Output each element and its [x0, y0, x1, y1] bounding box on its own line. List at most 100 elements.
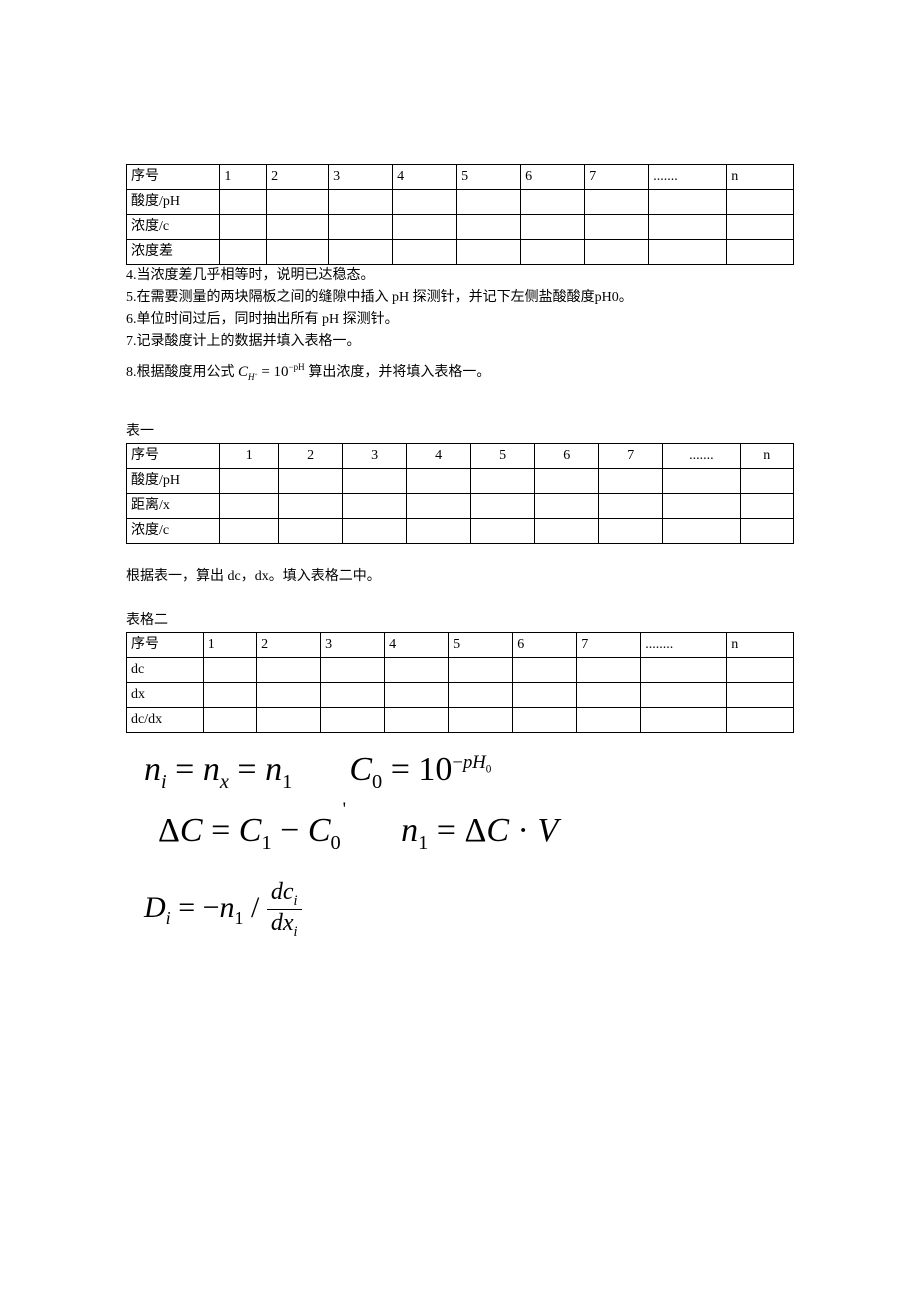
table-cell: 1 — [220, 165, 267, 190]
table-cell — [471, 519, 535, 544]
table-row: 酸度/pH — [127, 190, 794, 215]
table-cell — [203, 683, 256, 708]
table-cell: 酸度/pH — [127, 469, 220, 494]
table-cell — [663, 494, 740, 519]
table-cell — [521, 215, 585, 240]
table-cell: ....... — [649, 165, 727, 190]
step-7: 7.记录酸度计上的数据并填入表格一。 — [126, 331, 794, 353]
table-row: 序号1234567.......n — [127, 165, 794, 190]
table-cell — [521, 240, 585, 265]
table-cell: 1 — [203, 633, 256, 658]
table-cell — [599, 469, 663, 494]
table-cell: 5 — [471, 444, 535, 469]
step-4: 4.当浓度差几乎相等时，说明已达稳态。 — [126, 265, 794, 287]
table-cell — [577, 658, 641, 683]
table-row: dc/dx — [127, 708, 794, 733]
table-two: 序号1234567........ndcdxdc/dx — [126, 632, 794, 733]
table-cell — [457, 240, 521, 265]
table-cell — [220, 494, 279, 519]
table-cell: 4 — [393, 165, 457, 190]
table-cell — [727, 240, 794, 265]
table-cell: 距离/x — [127, 494, 220, 519]
table-cell — [585, 240, 649, 265]
table-cell: dc — [127, 658, 204, 683]
table-cell: 3 — [343, 444, 407, 469]
table-cell — [513, 683, 577, 708]
table-cell: ....... — [663, 444, 740, 469]
table-cell — [740, 519, 793, 544]
table-cell — [220, 215, 267, 240]
table-row: 浓度/c — [127, 519, 794, 544]
table-cell: 浓度差 — [127, 240, 220, 265]
table-cell: 7 — [585, 165, 649, 190]
table-cell — [599, 519, 663, 544]
table-cell — [279, 469, 343, 494]
table-cell — [407, 494, 471, 519]
equation-line-1: ni = nx = n1 C0 = 10−pH0 — [144, 751, 794, 794]
table-cell — [343, 494, 407, 519]
table-cell — [220, 190, 267, 215]
table-cell: 3 — [329, 165, 393, 190]
table-cell: 序号 — [127, 633, 204, 658]
table-cell — [449, 683, 513, 708]
table-cell — [535, 494, 599, 519]
equations-block: ni = nx = n1 C0 = 10−pH0 ΔC = C1 − C0' n… — [144, 751, 794, 941]
table-cell — [321, 658, 385, 683]
table-cell — [257, 683, 321, 708]
table-cell — [577, 683, 641, 708]
table-cell — [649, 240, 727, 265]
table-cell — [457, 215, 521, 240]
table-cell: 6 — [535, 444, 599, 469]
table-cell — [407, 519, 471, 544]
table-cell — [513, 658, 577, 683]
table-cell — [393, 190, 457, 215]
table-cell — [267, 190, 329, 215]
table-cell — [343, 519, 407, 544]
caption-table1: 表一 — [126, 421, 794, 443]
table-one: 序号1234567.......n酸度/pH距离/x浓度/c — [126, 443, 794, 544]
table-cell — [577, 708, 641, 733]
table-pre: 序号1234567.......n酸度/pH浓度/c浓度差 — [126, 164, 794, 265]
table-cell — [385, 708, 449, 733]
table-cell: n — [740, 444, 793, 469]
table-cell — [329, 190, 393, 215]
equation-line-3: Di = −n1 / dci dxi — [144, 879, 794, 941]
table-cell — [535, 519, 599, 544]
table-row: dc — [127, 658, 794, 683]
table-cell — [393, 240, 457, 265]
table-cell — [663, 469, 740, 494]
table-cell — [641, 708, 727, 733]
table-cell — [203, 658, 256, 683]
table-cell: 序号 — [127, 444, 220, 469]
table-cell — [471, 494, 535, 519]
table-cell: 序号 — [127, 165, 220, 190]
table-cell — [321, 683, 385, 708]
table-cell: 3 — [321, 633, 385, 658]
table-row: 浓度差 — [127, 240, 794, 265]
table-cell — [449, 708, 513, 733]
table-cell — [220, 519, 279, 544]
table-cell — [407, 469, 471, 494]
table-cell: 6 — [513, 633, 577, 658]
table-cell — [267, 240, 329, 265]
table-cell — [329, 240, 393, 265]
table-row: 距离/x — [127, 494, 794, 519]
text-after-table1: 根据表一，算出 dc，dx。填入表格二中。 — [126, 566, 794, 588]
table-cell: 浓度/c — [127, 215, 220, 240]
table-cell — [663, 519, 740, 544]
table-cell — [471, 469, 535, 494]
table-cell — [535, 469, 599, 494]
table-cell — [727, 708, 794, 733]
table-row: 酸度/pH — [127, 469, 794, 494]
table-cell — [727, 658, 794, 683]
table-cell: n — [727, 165, 794, 190]
table-cell — [457, 190, 521, 215]
table-cell: 浓度/c — [127, 519, 220, 544]
table-cell — [279, 519, 343, 544]
table-cell: n — [727, 633, 794, 658]
table-cell: ........ — [641, 633, 727, 658]
table-cell — [257, 658, 321, 683]
step-8: 8.根据酸度用公式 CH+ = 10−pH 算出浓度，并将填入表格一。 — [126, 353, 794, 391]
table-cell: 5 — [457, 165, 521, 190]
step-6: 6.单位时间过后，同时抽出所有 pH 探测针。 — [126, 309, 794, 331]
